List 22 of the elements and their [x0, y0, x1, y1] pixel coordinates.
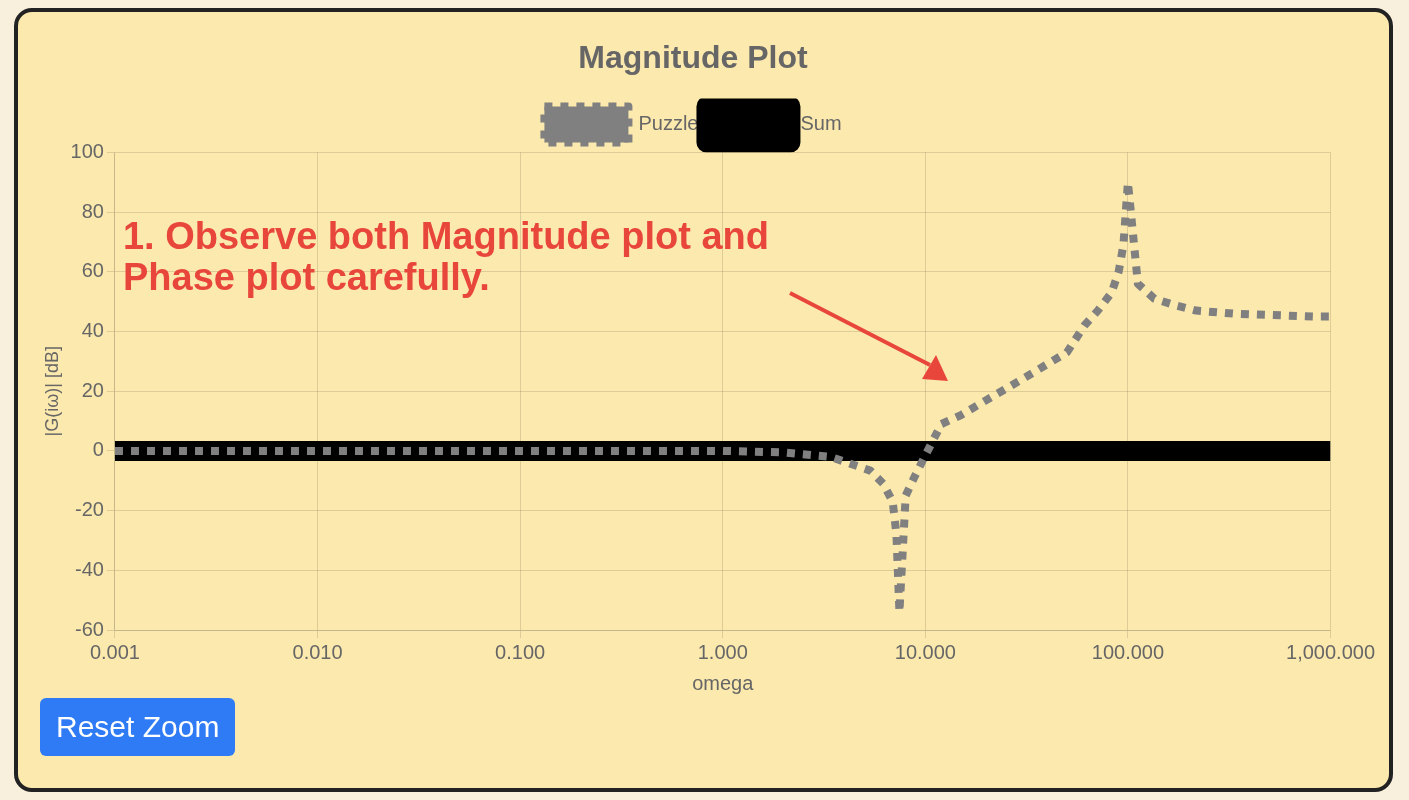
y-tick-label: 100	[70, 139, 104, 162]
x-axis-title: omega	[692, 671, 755, 694]
y-tick-label: -60	[75, 617, 104, 640]
chart-title: Magnitude Plot	[578, 39, 808, 76]
y-tick-label: -40	[75, 557, 104, 580]
x-tick-label: 0.010	[292, 640, 343, 663]
x-tick-label: 0.001	[89, 640, 140, 663]
y-tick-label: 20	[81, 378, 104, 401]
y-axis-title: |G(iω)| [dB]	[41, 345, 62, 437]
x-tick-label: 100.000	[1091, 640, 1165, 663]
y-tick-label: 40	[81, 319, 104, 342]
x-tick-label: 1,000.000	[1286, 640, 1375, 663]
text: Reset Zoom	[40, 698, 236, 756]
y-tick-label: 60	[81, 259, 104, 282]
y-tick-label: 80	[81, 199, 104, 222]
y-tick-label: -20	[75, 498, 104, 521]
legend-label: Sum	[800, 111, 842, 134]
x-tick-label: 1.000	[697, 640, 748, 663]
annotation: 1. Observe both Magnitude plot and Phase plot carefully.	[122, 215, 770, 299]
x-tick-label: 0.100	[495, 640, 546, 663]
y-tick-label: 0	[92, 438, 104, 461]
x-tick-label: 10.000	[894, 640, 956, 663]
